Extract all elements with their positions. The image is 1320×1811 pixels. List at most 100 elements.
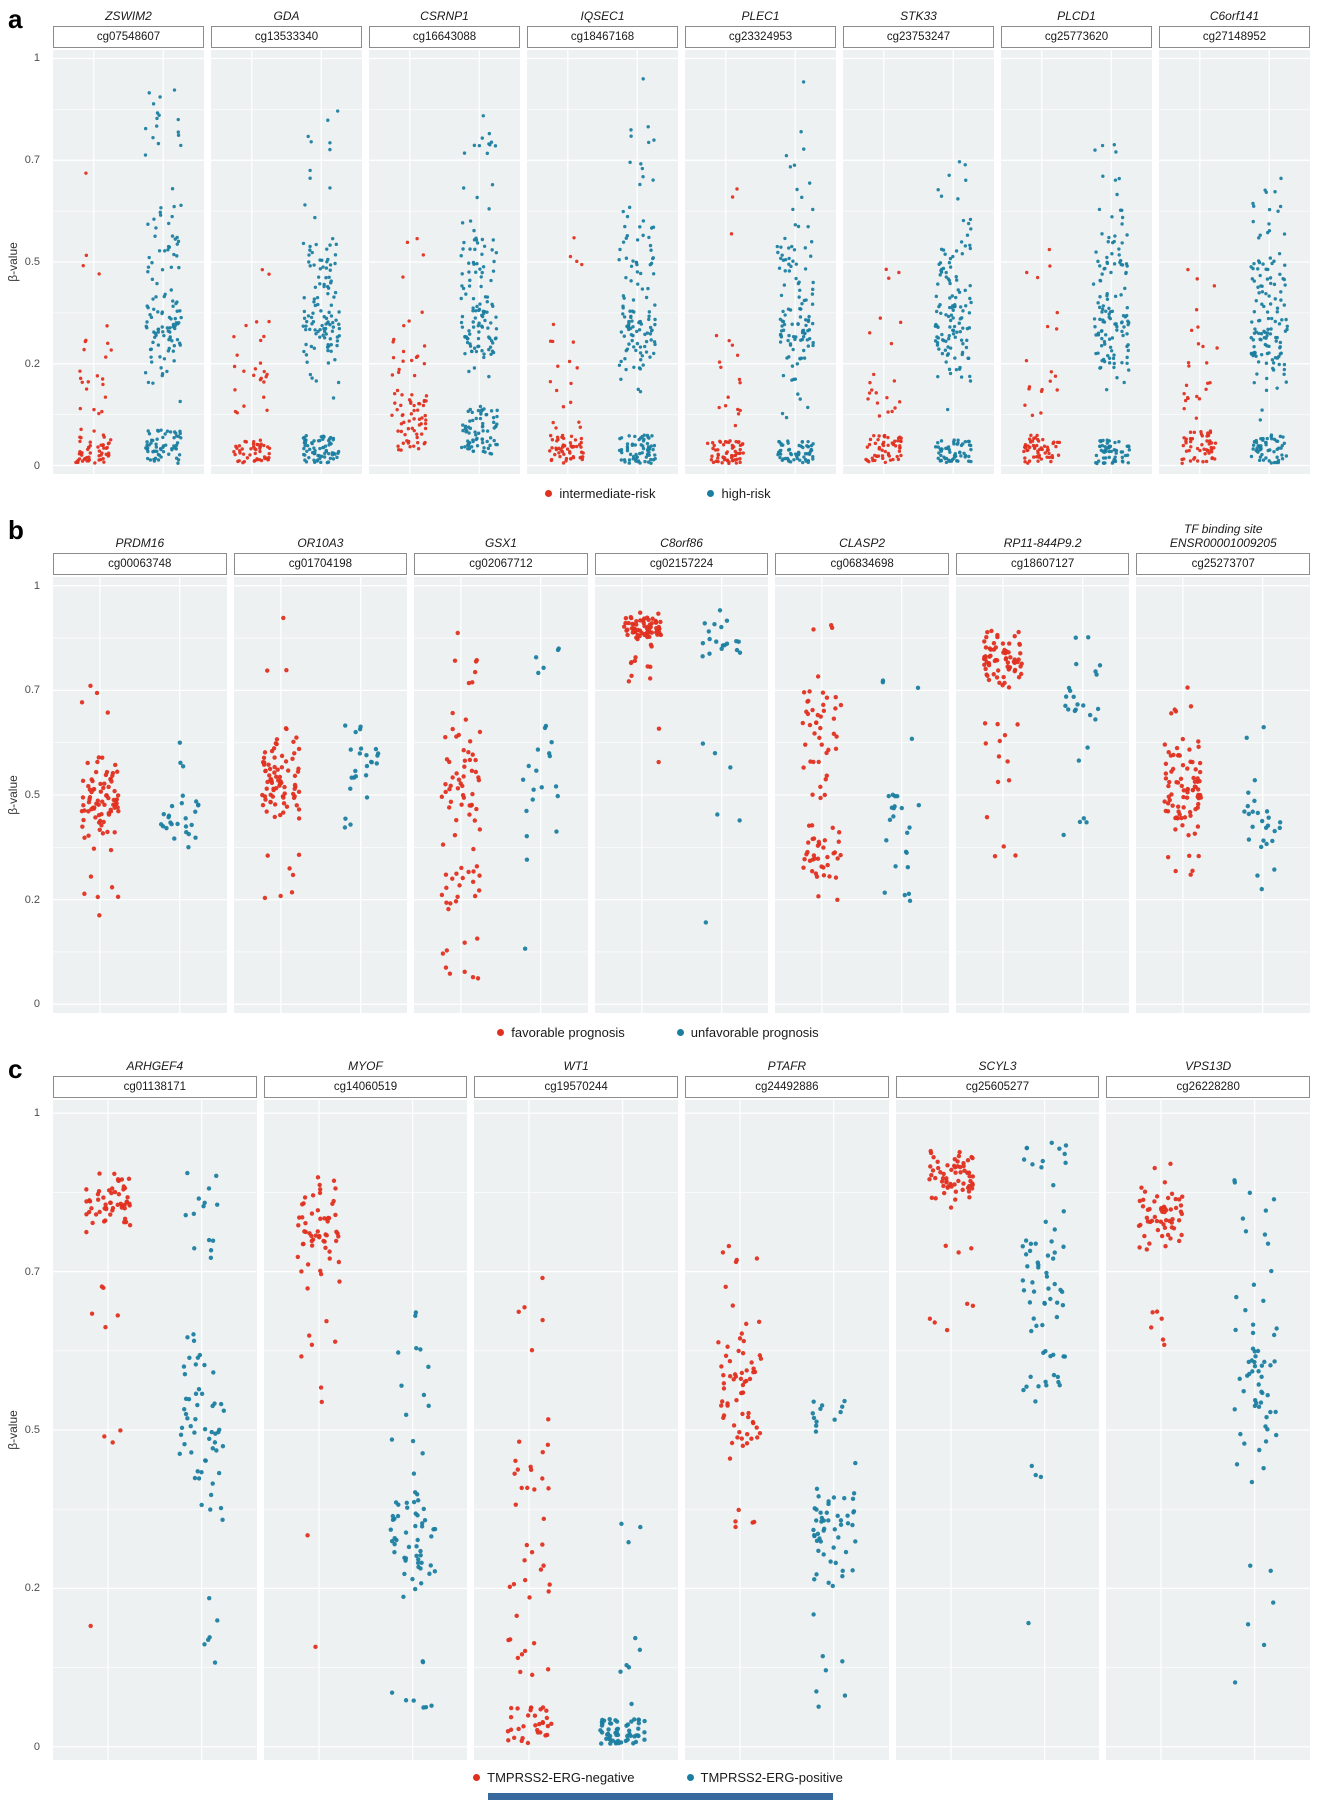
panel-a-label: a	[8, 4, 23, 34]
gene-label: STK33	[900, 9, 937, 24]
legend-label: TMPRSS2-ERG-negative	[487, 1770, 635, 1785]
strip-plot	[955, 577, 1130, 1013]
legend-item: TMPRSS2-ERG-positive	[686, 1770, 843, 1785]
gene-label: GDA	[273, 9, 300, 24]
legend-item: TMPRSS2-ERG-negative	[473, 1770, 635, 1785]
facet-cg00063748: PRDM16 cg00063748	[53, 517, 227, 1013]
facet-cg26228280: VPS13D cg26228280	[1106, 1056, 1311, 1760]
legend-item: unfavorable prognosis	[676, 1025, 819, 1040]
y-axis-title: β-value	[6, 242, 20, 282]
strip-plot	[53, 1100, 257, 1760]
facet-cg23324953: PLEC1 cg23324953	[685, 6, 836, 474]
probe-label: cg13533340	[211, 26, 362, 48]
gene-label: ZSWIM2	[105, 9, 152, 24]
gene-label: PLEC1	[741, 9, 780, 24]
strip-plot	[527, 50, 678, 474]
gene-label: RP11-844P9.2	[1003, 536, 1082, 551]
gene-label: CLASP2	[839, 536, 886, 551]
probe-label: cg07548607	[53, 26, 204, 48]
panel-b-label: b	[8, 515, 24, 545]
y-tick-label: 1	[33, 579, 40, 592]
probe-label: cg27148952	[1159, 26, 1310, 48]
bottom-crop-bar	[487, 1793, 833, 1800]
strip-plot	[414, 577, 588, 1013]
strip-plot	[1136, 577, 1311, 1013]
legend-label: intermediate-risk	[559, 486, 656, 501]
gene-label: PRDM16	[115, 536, 165, 551]
strip-plot	[211, 50, 362, 474]
facet-cg25605277: SCYL3 cg25605277	[895, 1056, 1100, 1760]
strip-plot	[895, 1100, 1100, 1760]
probe-label: cg24492886	[685, 1076, 889, 1098]
strip-plot	[843, 50, 994, 474]
probe-label: cg23753247	[843, 26, 994, 48]
probe-label: cg02067712	[414, 553, 588, 575]
y-axis-title: β-value	[6, 775, 20, 815]
facet-cg02157224: C8orf86 cg02157224	[594, 517, 769, 1013]
strip-plot	[369, 50, 520, 474]
panel-b: b β-value 0 0.2 0.5 0.7 1 PRDM16 cg00063748 OR…	[0, 511, 1320, 1050]
panel-c-label: c	[8, 1054, 23, 1084]
strip-plot	[685, 50, 836, 474]
panel-b-facet-grid: β-value 0 0.2 0.5 0.7 1 PRDM16 cg00063748 OR10…	[6, 517, 1311, 1013]
probe-label: cg02157224	[594, 553, 769, 575]
probe-label: cg14060519	[263, 1076, 468, 1098]
facet-cg19570244: WT1 cg19570244	[474, 1056, 679, 1760]
legend-dot-icon	[545, 490, 553, 497]
y-tick-label: 0.7	[24, 1265, 40, 1278]
facet-cg16643088: CSRNP1 cg16643088	[369, 6, 520, 474]
facet-cg24492886: PTAFR cg24492886	[685, 1056, 889, 1760]
strip-plot	[474, 1100, 679, 1760]
gene-label: VPS13D	[1185, 1059, 1232, 1074]
y-tick-label: 0.7	[24, 684, 40, 697]
facet-cg25773620: PLCD1 cg25773620	[1001, 6, 1152, 474]
facet-cg06834698: CLASP2 cg06834698	[775, 517, 949, 1013]
gene-label: SCYL3	[978, 1059, 1017, 1074]
facet-cg01704198: OR10A3 cg01704198	[233, 517, 408, 1013]
panel-a-legend: intermediate-risk high-risk	[6, 474, 1310, 511]
y-tick-label: 0	[33, 1740, 40, 1753]
panel-a-facet-grid: β-value 0 0.2 0.5 0.7 1 ZSWIM2 cg07548607 GDA c…	[6, 6, 1310, 474]
gene-label: ARHGEF4	[126, 1059, 184, 1074]
probe-label: cg25273707	[1136, 553, 1311, 575]
panel-c-facet-grid: β-value 0 0.2 0.5 0.7 1 ARHGEF4 cg01138171 MYO…	[6, 1056, 1311, 1760]
strip-plot	[233, 577, 408, 1013]
gene-label: OR10A3	[297, 536, 344, 551]
panel-b-y-axis: β-value 0 0.2 0.5 0.7 1	[6, 517, 46, 1013]
facet-cg23753247: STK33 cg23753247	[843, 6, 994, 474]
strip-plot	[53, 50, 204, 474]
legend-label: favorable prognosis	[511, 1025, 625, 1040]
panel-a: a β-value 0 0.2 0.5 0.7 1 ZSWIM2 cg07548607 GD…	[0, 0, 1320, 511]
legend-item: intermediate-risk	[545, 486, 655, 501]
gene-label: GSX1	[484, 536, 517, 551]
strip-plot	[263, 1100, 468, 1760]
legend-label: TMPRSS2-ERG-positive	[700, 1770, 843, 1785]
legend-dot-icon	[497, 1029, 505, 1036]
gene-label: IQSEC1	[580, 9, 625, 24]
probe-label: cg16643088	[369, 26, 520, 48]
legend-item: favorable prognosis	[497, 1025, 625, 1040]
legend-dot-icon	[473, 1774, 481, 1781]
legend-dot-icon	[676, 1029, 684, 1036]
legend-dot-icon	[686, 1774, 694, 1781]
probe-label: cg25605277	[895, 1076, 1100, 1098]
probe-label: cg01138171	[53, 1076, 257, 1098]
y-tick-label: 0	[33, 459, 40, 472]
y-tick-label: 1	[33, 52, 40, 65]
facet-cg07548607: ZSWIM2 cg07548607	[53, 6, 204, 474]
probe-label: cg25773620	[1001, 26, 1152, 48]
y-tick-label: 0	[33, 998, 40, 1011]
facet-cg18607127: RP11-844P9.2 cg18607127	[955, 517, 1130, 1013]
strip-plot	[1106, 1100, 1311, 1760]
panel-a-y-axis: β-value 0 0.2 0.5 0.7 1	[6, 6, 46, 474]
gene-label: TF binding site ENSR00001009205	[1169, 522, 1277, 551]
probe-label: cg00063748	[53, 553, 227, 575]
y-tick-label: 0.2	[24, 893, 40, 906]
gene-label: C6orf141	[1209, 9, 1260, 24]
probe-label: cg01704198	[233, 553, 408, 575]
gene-label: C8orf86	[660, 536, 703, 551]
y-tick-label: 0.2	[24, 357, 40, 370]
gene-label: WT1	[563, 1059, 589, 1074]
facet-cg01138171: ARHGEF4 cg01138171	[53, 1056, 257, 1760]
panel-c-y-axis: β-value 0 0.2 0.5 0.7 1	[6, 1056, 46, 1760]
